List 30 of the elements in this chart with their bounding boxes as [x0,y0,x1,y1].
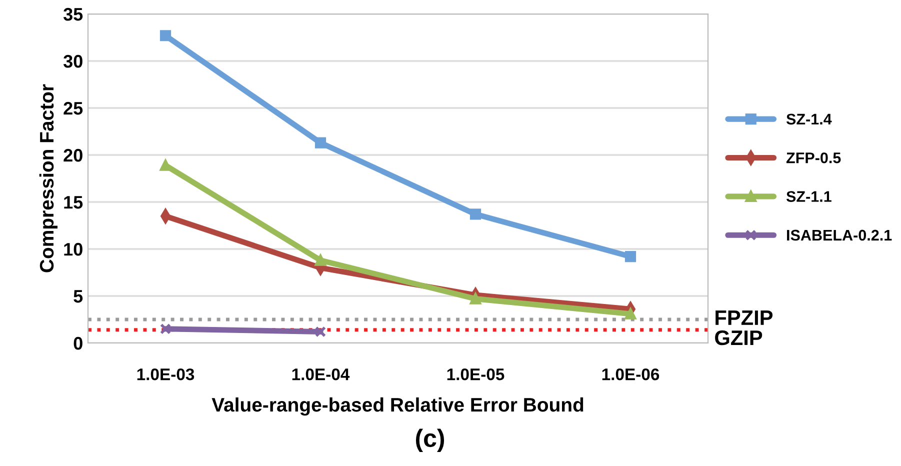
y-tick-label: 25 [64,102,83,115]
y-tick-label: 20 [64,148,82,162]
legend-label: ZFP-0.5 [786,152,841,164]
point [470,293,482,304]
x-tick-label: 1.0E-05 [447,368,504,380]
x-tick-label: 1.0E-06 [602,368,660,380]
legend-label: SZ-1.4 [786,114,832,125]
legend-label: ISABELA-0.2.1 [787,230,892,241]
x-tick-label: 1.0E-04 [292,368,350,380]
y-tick-label: 5 [74,290,83,303]
x-axis-title: Value-range-based Relative Error Bound [212,397,584,416]
y-axis-title: Compression Factor [39,84,58,272]
y-tick-label: 10 [64,242,82,256]
ref-line-label: FPZIP [716,310,773,325]
point [314,254,326,266]
text: (c) [416,428,444,452]
point [160,30,172,42]
point [470,208,482,220]
legend-label: SZ-1.1 [786,191,832,202]
y-tick-label: 15 [64,196,83,209]
x-tick-label: 1.0E-03 [137,368,194,380]
y-tick-label: 0 [74,336,82,350]
point [624,250,636,262]
ref-line-label: GZIP [715,330,762,346]
y-tick-label: 30 [63,54,82,68]
point [160,323,172,334]
y-tick-label: 35 [63,8,83,21]
point [624,308,636,320]
point [314,137,326,148]
point [314,326,326,338]
